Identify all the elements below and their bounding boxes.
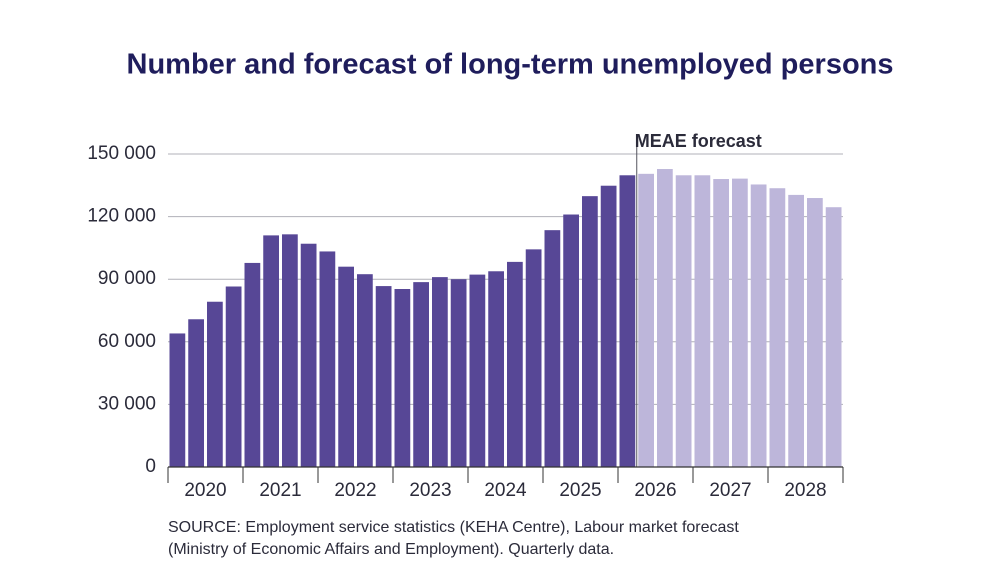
y-tick-label: 0 (145, 456, 156, 477)
bar (413, 282, 429, 467)
y-tick-label: 60 000 (98, 331, 156, 352)
x-tick-label: 2020 (184, 480, 226, 501)
source-note: (Ministry of Economic Affairs and Employ… (168, 541, 614, 558)
bar (713, 179, 729, 468)
bar (282, 234, 298, 467)
bar (619, 175, 636, 467)
x-tick-label: 2023 (409, 480, 451, 501)
source-note: SOURCE: Employment service statistics (K… (168, 519, 739, 536)
bar (657, 169, 673, 468)
bar (394, 289, 411, 467)
forecast-label: MEAE forecast (635, 131, 762, 151)
bar (825, 207, 842, 467)
x-tick-label: 2027 (709, 480, 751, 501)
x-tick-label: 2026 (634, 480, 676, 501)
bar (638, 173, 654, 467)
bar (750, 184, 767, 467)
bar (732, 178, 748, 467)
bar (788, 194, 804, 467)
bar (225, 286, 242, 467)
bar (525, 249, 542, 467)
bar (338, 266, 354, 467)
bar (582, 196, 598, 467)
bar (507, 261, 523, 467)
y-tick-label: 30 000 (98, 393, 156, 414)
bar (300, 243, 317, 467)
y-tick-label: 120 000 (87, 206, 156, 227)
bar (675, 175, 692, 467)
bar (244, 262, 261, 467)
bar (207, 301, 223, 467)
bar (263, 235, 279, 467)
bar (694, 175, 711, 467)
chart-title: Number and forecast of long-term unemplo… (127, 49, 894, 81)
bar (769, 188, 786, 468)
bar (563, 214, 579, 467)
x-tick-label: 2022 (334, 480, 376, 501)
bar (807, 198, 823, 467)
bar (469, 274, 486, 467)
bar (600, 185, 617, 467)
bar (450, 279, 467, 467)
bar (319, 251, 336, 467)
bar (375, 286, 392, 467)
bar (432, 277, 448, 467)
bar (169, 333, 186, 467)
x-tick-label: 2021 (259, 480, 301, 501)
x-tick-label: 2025 (559, 480, 601, 501)
x-tick-label: 2024 (484, 480, 527, 501)
y-tick-label: 90 000 (98, 268, 156, 289)
bar (488, 271, 504, 467)
x-tick-label: 2028 (784, 480, 826, 501)
bar (357, 274, 373, 467)
bar (188, 319, 204, 467)
y-tick-label: 150 000 (87, 143, 156, 164)
bar (544, 230, 561, 467)
